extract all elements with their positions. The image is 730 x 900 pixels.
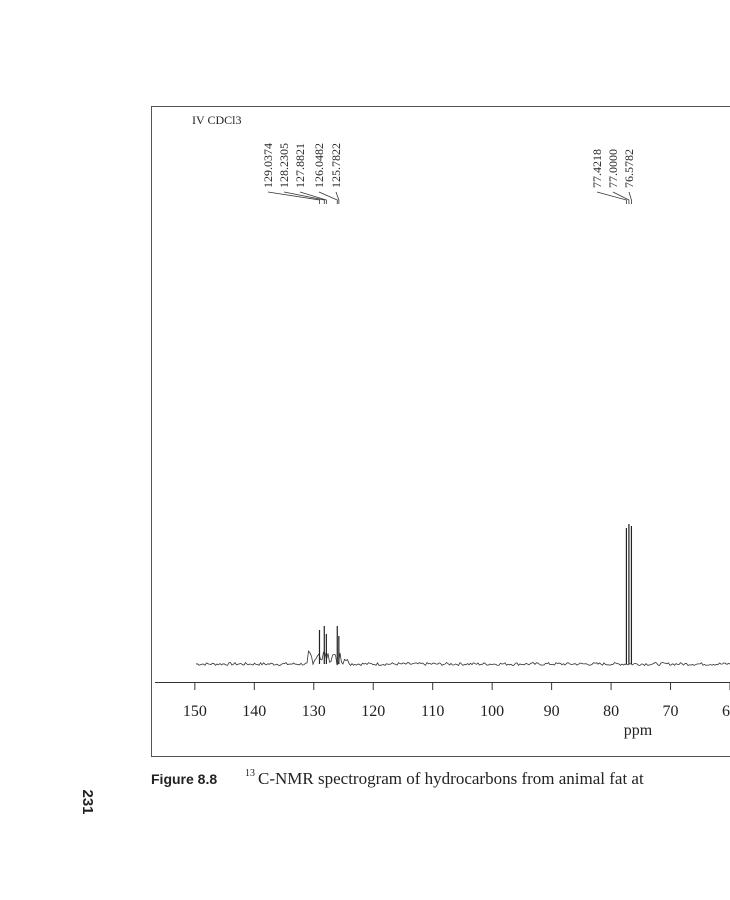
peak-label: 129.0374 (261, 143, 275, 188)
peak-leader (318, 191, 338, 204)
x-tick-label: 80 (603, 703, 619, 720)
x-tick-label: 120 (361, 703, 385, 720)
peak-label: 76.5782 (622, 149, 636, 188)
x-tick-label: 90 (544, 703, 560, 720)
peak-label: 77.4218 (590, 149, 604, 188)
peak-leader (283, 191, 325, 204)
peak-leader (612, 191, 630, 204)
peak-leader (299, 191, 327, 204)
peak-leader (335, 191, 340, 204)
x-tick-label: 100 (480, 703, 504, 720)
baseline-noise (195, 650, 730, 667)
caption-superscript: 13 (245, 768, 255, 779)
peak-label: 126.0482 (312, 143, 326, 188)
x-tick-label: 110 (421, 703, 444, 720)
peak-label: 125.7822 (329, 143, 343, 188)
spectrum-title: IV CDCl3 (192, 113, 241, 127)
x-axis-label: ppm (624, 722, 653, 739)
x-tick-label: 70 (663, 703, 679, 720)
caption-label: Figure 8.8 (151, 771, 217, 787)
figure-frame (151, 106, 730, 757)
peak-label: 77.0000 (606, 149, 620, 188)
peak-label: 127.8821 (293, 143, 307, 188)
caption-text: C-NMR spectrogram of hydrocarbons from a… (258, 769, 644, 788)
x-tick-label: 60 (722, 703, 730, 720)
page-number: 231 (79, 789, 96, 814)
x-tick-label: 130 (302, 703, 326, 720)
peak-leader (596, 191, 627, 204)
x-tick-label: 150 (183, 703, 207, 720)
x-tick-label: 140 (242, 703, 266, 720)
peak-leader (267, 191, 320, 204)
peak-leader (628, 191, 632, 204)
peak-label: 128.2305 (277, 143, 291, 188)
